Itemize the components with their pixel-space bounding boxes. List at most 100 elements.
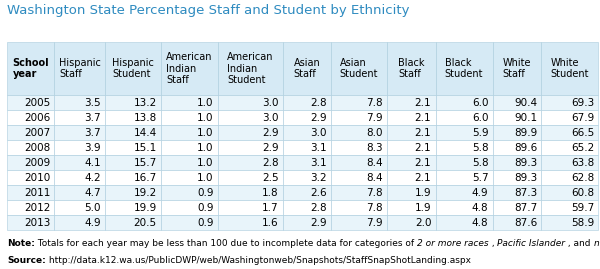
- Bar: [541, 200, 598, 215]
- Bar: [283, 200, 331, 215]
- Bar: [55, 185, 105, 200]
- Bar: [55, 95, 105, 110]
- Text: 1.0: 1.0: [197, 158, 214, 168]
- Bar: [218, 200, 283, 215]
- Bar: [541, 42, 598, 95]
- Bar: [541, 215, 598, 230]
- Bar: [55, 155, 105, 170]
- Bar: [331, 95, 387, 110]
- Bar: [387, 185, 436, 200]
- Bar: [331, 140, 387, 155]
- Text: 89.6: 89.6: [514, 143, 537, 153]
- Text: 0.9: 0.9: [197, 203, 214, 213]
- Bar: [387, 155, 436, 170]
- Bar: [55, 200, 105, 215]
- Text: 3.0: 3.0: [262, 113, 278, 123]
- Bar: [218, 155, 283, 170]
- Bar: [387, 215, 436, 230]
- Text: 3.1: 3.1: [310, 158, 327, 168]
- Text: 90.1: 90.1: [514, 113, 537, 123]
- Text: 2.6: 2.6: [310, 187, 327, 198]
- Bar: [493, 125, 541, 140]
- Text: 3.0: 3.0: [262, 98, 278, 108]
- Bar: [161, 170, 218, 185]
- Text: 1.0: 1.0: [197, 173, 214, 183]
- Text: 2.1: 2.1: [415, 158, 431, 168]
- Bar: [283, 155, 331, 170]
- Text: Totals for each year may be less than 100 due to incomplete data for categories : Totals for each year may be less than 10…: [35, 239, 417, 248]
- Bar: [493, 155, 541, 170]
- Bar: [331, 215, 387, 230]
- Text: 2013: 2013: [24, 218, 50, 228]
- Text: 3.0: 3.0: [311, 128, 327, 138]
- Bar: [161, 42, 218, 95]
- Bar: [161, 215, 218, 230]
- Text: Asian
Staff: Asian Staff: [293, 58, 320, 79]
- Text: 7.8: 7.8: [366, 98, 383, 108]
- Text: 90.4: 90.4: [514, 98, 537, 108]
- Text: 6.0: 6.0: [472, 113, 488, 123]
- Bar: [493, 110, 541, 125]
- Text: 2.5: 2.5: [262, 173, 278, 183]
- Text: 2006: 2006: [24, 113, 50, 123]
- Text: 13.2: 13.2: [133, 98, 157, 108]
- Text: 2 or more races: 2 or more races: [417, 239, 488, 248]
- Text: 7.8: 7.8: [366, 187, 383, 198]
- Bar: [283, 170, 331, 185]
- Text: 62.8: 62.8: [571, 173, 594, 183]
- Bar: [493, 200, 541, 215]
- Bar: [7, 185, 55, 200]
- Text: 7.9: 7.9: [366, 218, 383, 228]
- Text: American
Indian
Student: American Indian Student: [227, 52, 274, 85]
- Bar: [436, 170, 493, 185]
- Bar: [387, 125, 436, 140]
- Bar: [218, 140, 283, 155]
- Text: 2.9: 2.9: [262, 128, 278, 138]
- Bar: [541, 125, 598, 140]
- Bar: [55, 170, 105, 185]
- Bar: [331, 110, 387, 125]
- Bar: [331, 200, 387, 215]
- Bar: [105, 215, 161, 230]
- Bar: [218, 110, 283, 125]
- Text: 3.1: 3.1: [310, 143, 327, 153]
- Bar: [387, 200, 436, 215]
- Text: 3.5: 3.5: [85, 98, 101, 108]
- Bar: [105, 185, 161, 200]
- Text: Note:: Note:: [7, 239, 35, 248]
- Text: 16.7: 16.7: [133, 173, 157, 183]
- Bar: [436, 215, 493, 230]
- Text: 2.1: 2.1: [415, 98, 431, 108]
- Text: Black
Student: Black Student: [445, 58, 483, 79]
- Text: 89.3: 89.3: [514, 173, 537, 183]
- Text: 19.9: 19.9: [133, 203, 157, 213]
- Bar: [7, 125, 55, 140]
- Bar: [161, 95, 218, 110]
- Text: 4.1: 4.1: [85, 158, 101, 168]
- Bar: [105, 95, 161, 110]
- Text: White
Staff: White Staff: [503, 58, 531, 79]
- Bar: [331, 155, 387, 170]
- Text: 2.8: 2.8: [310, 98, 327, 108]
- Text: 15.1: 15.1: [133, 143, 157, 153]
- Bar: [218, 95, 283, 110]
- Bar: [7, 155, 55, 170]
- Bar: [7, 110, 55, 125]
- Text: 4.7: 4.7: [85, 187, 101, 198]
- Bar: [218, 42, 283, 95]
- Text: 2.1: 2.1: [415, 113, 431, 123]
- Bar: [493, 140, 541, 155]
- Bar: [436, 42, 493, 95]
- Bar: [218, 170, 283, 185]
- Text: 2.1: 2.1: [415, 143, 431, 153]
- Bar: [161, 125, 218, 140]
- Text: 2009: 2009: [24, 158, 50, 168]
- Text: 3.2: 3.2: [310, 173, 327, 183]
- Bar: [541, 155, 598, 170]
- Text: Washington State Percentage Staff and Student by Ethnicity: Washington State Percentage Staff and St…: [7, 4, 410, 17]
- Text: 15.7: 15.7: [133, 158, 157, 168]
- Bar: [387, 95, 436, 110]
- Text: 1.0: 1.0: [197, 113, 214, 123]
- Bar: [541, 170, 598, 185]
- Text: 2.8: 2.8: [310, 203, 327, 213]
